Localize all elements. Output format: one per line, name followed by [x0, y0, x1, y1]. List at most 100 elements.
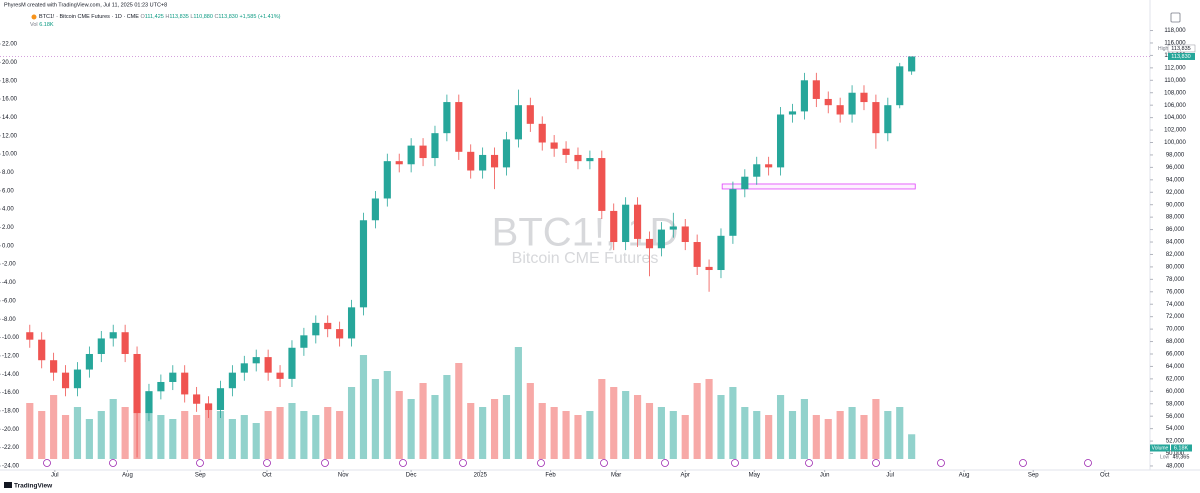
candle-body — [157, 381, 165, 392]
volume-bar — [490, 399, 499, 459]
volume-bar — [502, 395, 511, 459]
candle-body — [252, 357, 260, 364]
y2-tick-label: -10.00 — [2, 335, 20, 341]
event-icon[interactable] — [1084, 459, 1092, 467]
candle-body — [717, 235, 725, 271]
candle-body — [848, 92, 856, 115]
candle-body — [776, 114, 785, 168]
volume-bar — [765, 415, 773, 459]
candle-body — [753, 164, 761, 177]
candle-body — [598, 158, 606, 211]
y-tick-label: 118,000 — [1164, 28, 1186, 34]
candle-body — [729, 189, 737, 236]
y2-tick-label: 2.00 — [2, 225, 14, 231]
volume-bar — [479, 407, 487, 459]
volume-bar — [741, 407, 749, 459]
volume-bar — [359, 355, 368, 459]
y-tick-label: 80,000 — [1166, 264, 1185, 270]
volume-bar — [300, 411, 308, 459]
volume-bar — [264, 411, 272, 459]
candle-body — [645, 238, 654, 249]
legend-volume-key: Vol — [30, 22, 38, 28]
y2-tick-label: 16.00 — [2, 97, 18, 103]
volume-bar — [467, 403, 475, 459]
settings-icon[interactable] — [1170, 12, 1181, 23]
candle-body — [383, 161, 391, 199]
last-price-box — [1168, 52, 1195, 60]
event-icon[interactable] — [43, 459, 51, 467]
volume-bar — [824, 419, 832, 459]
y-tick-label: 104,000 — [1164, 115, 1186, 121]
event-icon[interactable] — [600, 459, 608, 467]
event-icon[interactable] — [937, 459, 945, 467]
x-tick-label: Nov — [338, 473, 349, 479]
volume-bar — [395, 391, 403, 459]
y2-tick-label: -20.00 — [2, 427, 20, 433]
volume-bar — [38, 411, 46, 459]
y-tick-label: 96,000 — [1166, 165, 1185, 171]
candle-body — [216, 388, 225, 410]
volume-bar — [204, 403, 213, 459]
last-price-value: 113,830 — [1171, 54, 1190, 60]
volume-bar — [550, 407, 558, 459]
event-icon[interactable] — [805, 459, 813, 467]
volume-bar — [872, 399, 880, 459]
volume-bar — [884, 411, 892, 459]
y2-tick-label: -6.00 — [2, 298, 16, 304]
volume-bar — [181, 411, 189, 459]
event-icon[interactable] — [459, 459, 467, 467]
volume-bar — [657, 407, 665, 459]
event-icon[interactable] — [1019, 459, 1027, 467]
event-icon[interactable] — [399, 459, 407, 467]
volume-bar — [347, 387, 356, 459]
x-tick-label: Jun — [820, 473, 830, 479]
candle-body — [681, 226, 689, 243]
candle-body — [788, 111, 797, 115]
x-tick-label: Jul — [51, 473, 59, 479]
y2-tick-label: 6.00 — [2, 188, 14, 194]
event-icon[interactable] — [731, 459, 739, 467]
candle-body — [669, 226, 677, 230]
event-icon[interactable] — [321, 459, 329, 467]
y-tick-label: 56,000 — [1166, 414, 1185, 420]
candle-body — [693, 242, 701, 267]
candle-body — [741, 176, 749, 190]
volume-bar — [431, 395, 439, 459]
y2-tick-label: -24.00 — [2, 464, 20, 470]
y2-tick-label: -14.00 — [2, 372, 20, 378]
legend-value: 111,425 — [145, 14, 164, 20]
volume-bar — [288, 403, 296, 459]
legend-line: BTC1! · Bitcoin CME Futures · 1D · CME O… — [39, 14, 281, 20]
x-tick-label: Aug — [122, 473, 133, 479]
high-key: High — [1158, 46, 1169, 52]
event-icon[interactable] — [109, 459, 117, 467]
volume-bar — [383, 371, 391, 459]
volume-bar — [717, 395, 725, 459]
volume-bar — [312, 415, 320, 459]
event-icon[interactable] — [263, 459, 271, 467]
candle-body — [455, 102, 463, 152]
y-tick-label: 64,000 — [1166, 364, 1185, 370]
event-icon[interactable] — [872, 459, 880, 467]
candle-body — [908, 56, 916, 72]
candle-body — [431, 133, 439, 159]
candle-body — [490, 154, 499, 168]
volume-bar — [526, 383, 534, 459]
volume-bar — [276, 407, 284, 459]
candle-body — [97, 338, 105, 354]
candle-body — [657, 229, 665, 249]
candle-body — [181, 372, 189, 395]
candle-body — [336, 329, 344, 339]
event-icon[interactable] — [537, 459, 545, 467]
y-tick-label: 68,000 — [1166, 339, 1185, 345]
event-icon[interactable] — [196, 459, 204, 467]
candle-body — [872, 102, 880, 134]
y-tick-label: 60,000 — [1166, 389, 1185, 395]
volume-bar — [633, 395, 642, 459]
volume-bar — [645, 403, 654, 459]
y-tick-label: 90,000 — [1166, 202, 1185, 208]
event-icon[interactable] — [661, 459, 669, 467]
y-tick-label: 78,000 — [1166, 277, 1185, 283]
volume-bar — [574, 415, 582, 459]
candle-body — [550, 142, 558, 149]
